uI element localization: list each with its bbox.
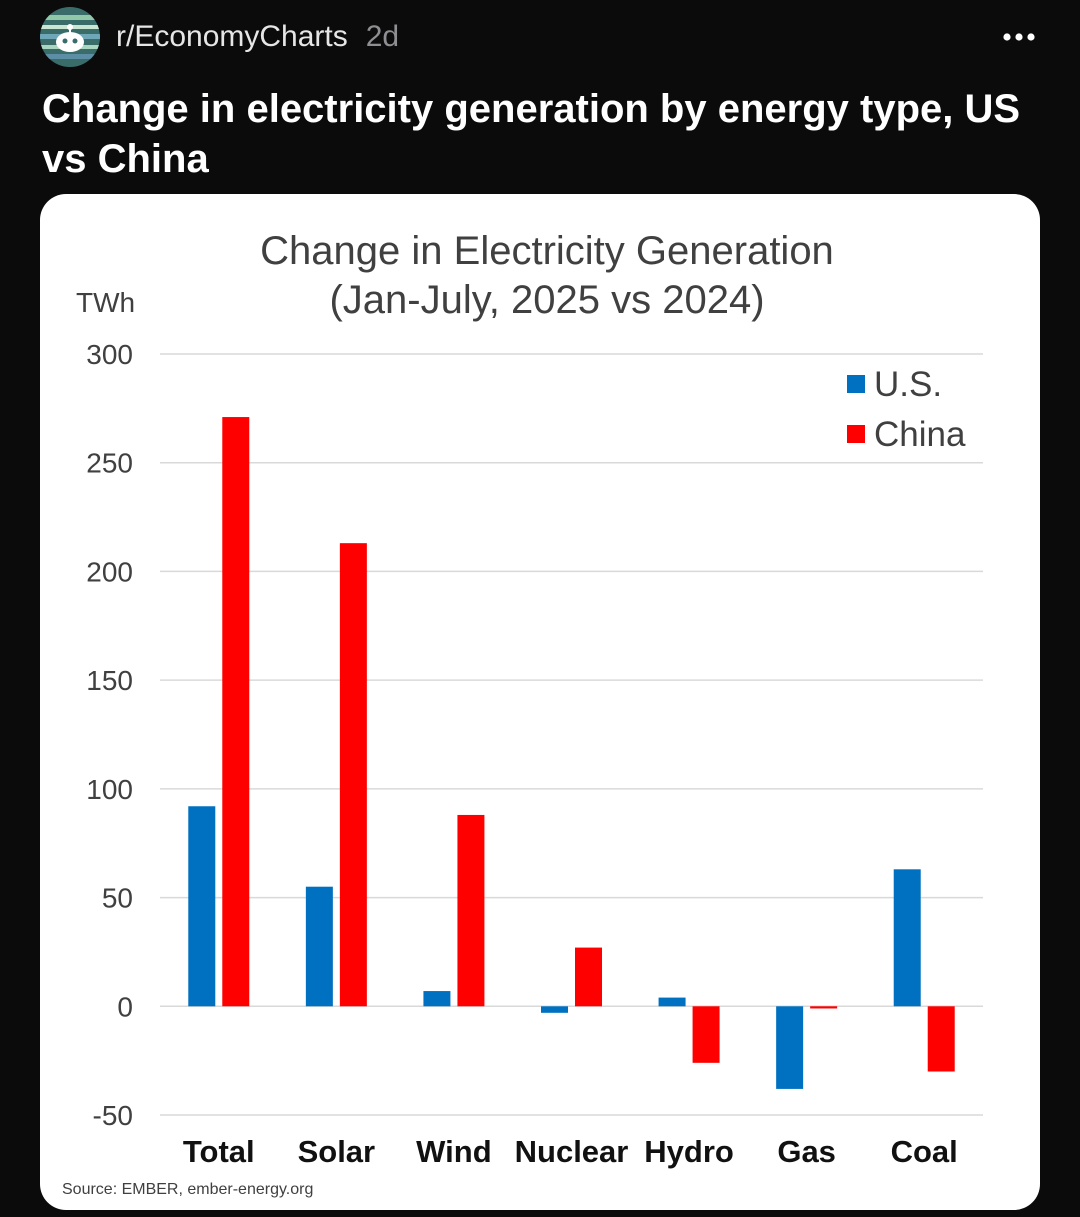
bar-chart: Change in Electricity Generation (Jan-Ju… xyxy=(62,229,983,1198)
subreddit-avatar[interactable] xyxy=(40,7,100,67)
bar-us-hydro xyxy=(658,997,686,1007)
y-tick-label: 300 xyxy=(86,339,133,370)
source-note: Source: EMBER, ember-energy.org xyxy=(62,1181,313,1198)
bar-china-gas xyxy=(810,1006,838,1009)
x-tick-label: Solar xyxy=(298,1134,376,1169)
post-age: 2d xyxy=(365,20,400,53)
bar-china-total xyxy=(222,417,250,1007)
legend-label-us: U.S. xyxy=(874,365,942,404)
more-horizontal-icon xyxy=(1003,33,1035,41)
x-tick-label: Gas xyxy=(777,1134,836,1169)
more-options-button[interactable] xyxy=(998,16,1040,58)
y-tick-label: 50 xyxy=(102,883,133,914)
reddit-snoo-icon xyxy=(40,7,100,67)
chart-image[interactable]: Change in Electricity Generation (Jan-Ju… xyxy=(40,194,1040,1210)
y-tick-label: -50 xyxy=(93,1100,133,1131)
bar-china-hydro xyxy=(692,1006,720,1063)
bar-us-nuclear xyxy=(541,1006,568,1013)
x-tick-label: Wind xyxy=(416,1134,491,1169)
chart-title-line-2: (Jan-July, 2025 vs 2024) xyxy=(329,278,764,322)
y-tick-label: 100 xyxy=(86,774,133,805)
legend-label-china: China xyxy=(874,415,966,454)
bar-us-solar xyxy=(305,886,333,1007)
y-tick-label: 150 xyxy=(86,665,133,696)
y-tick-label: 200 xyxy=(86,556,133,587)
bar-us-wind xyxy=(423,991,451,1007)
y-tick-label: 0 xyxy=(117,991,133,1022)
bar-us-total xyxy=(188,806,216,1007)
legend-swatch-china xyxy=(847,425,865,443)
bar-china-nuclear xyxy=(575,947,602,1007)
post-header: r/EconomyCharts 2d xyxy=(40,6,1040,68)
x-tick-label: Nuclear xyxy=(515,1134,629,1169)
x-tick-label: Coal xyxy=(891,1134,958,1169)
chart-title-line-1: Change in Electricity Generation xyxy=(260,229,834,273)
legend-swatch-us xyxy=(847,375,865,393)
x-tick-label: Total xyxy=(183,1134,255,1169)
bar-china-wind xyxy=(457,814,485,1007)
bar-china-solar xyxy=(339,543,367,1007)
subreddit-name[interactable]: r/EconomyCharts xyxy=(116,20,348,53)
bar-us-coal xyxy=(893,869,921,1007)
bar-china-coal xyxy=(927,1006,955,1072)
x-tick-label: Hydro xyxy=(644,1134,734,1169)
y-axis-label: TWh xyxy=(76,287,135,318)
bar-us-gas xyxy=(776,1006,804,1089)
y-tick-label: 250 xyxy=(86,448,133,479)
post-title[interactable]: Change in electricity generation by ener… xyxy=(42,87,1021,181)
